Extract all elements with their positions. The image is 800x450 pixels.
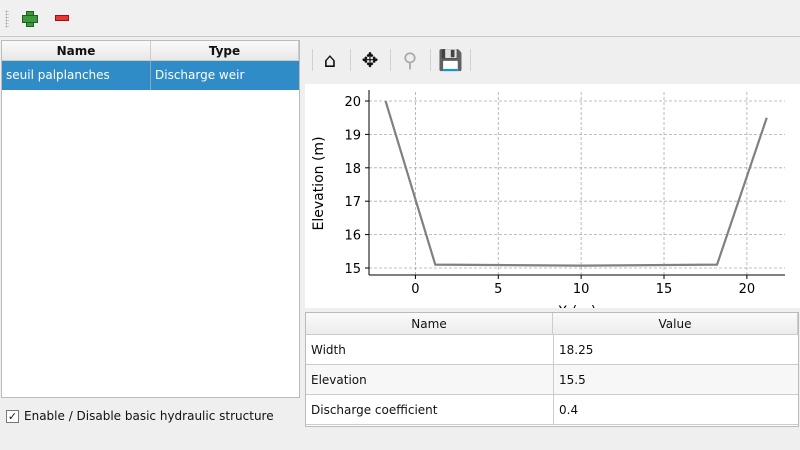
- series-line: [384, 100, 768, 267]
- y-tick-label: 17: [344, 195, 361, 210]
- structures-table: Name Type seuil palplanches Discharge we…: [1, 40, 300, 398]
- zoom-icon[interactable]: ⚲: [402, 48, 418, 72]
- home-icon[interactable]: ⌂: [323, 48, 337, 72]
- plus-icon[interactable]: [22, 11, 38, 27]
- x-axis-label: X (m): [558, 304, 597, 308]
- x-tick-label: 15: [656, 282, 673, 297]
- param-value[interactable]: 15.5: [553, 365, 586, 395]
- column-header-name[interactable]: Name: [2, 41, 151, 61]
- table-row[interactable]: seuil palplanches Discharge weir: [2, 61, 299, 90]
- pan-icon[interactable]: ✥: [361, 48, 379, 72]
- plot-toolbar: ⌂ ✥ ⚲ 💾: [305, 44, 800, 76]
- param-name: Width: [311, 343, 346, 357]
- param-value[interactable]: 18.25: [553, 335, 593, 365]
- y-tick-label: 15: [344, 262, 361, 277]
- structure-name: seuil palplanches: [2, 61, 151, 90]
- x-tick-label: 10: [573, 282, 590, 297]
- y-tick-label: 20: [344, 95, 361, 110]
- column-header-name[interactable]: Name: [306, 313, 553, 335]
- toolbar-grip[interactable]: [5, 10, 9, 28]
- enable-checkbox-label[interactable]: Enable / Disable basic hydraulic structu…: [24, 409, 274, 423]
- table-row[interactable]: Width 18.25: [306, 335, 798, 365]
- param-value[interactable]: 0.4: [553, 395, 578, 425]
- enable-checkbox[interactable]: ✓: [6, 410, 19, 423]
- column-header-type[interactable]: Type: [151, 41, 299, 61]
- column-header-value[interactable]: Value: [553, 313, 798, 335]
- elevation-plot[interactable]: 0 5 10 15 20 15 16 17 18 19 20 Elevation (m) X (m): [305, 84, 800, 320]
- y-tick-label: 18: [344, 162, 361, 177]
- table-row[interactable]: Elevation 15.5: [306, 365, 798, 395]
- chart-svg: 0 5 10 15 20 15 16 17 18 19 20 Elevation (m) X (m): [311, 90, 785, 320]
- y-axis-label: Elevation (m): [311, 136, 327, 230]
- minus-icon[interactable]: [55, 15, 69, 21]
- param-name: Elevation: [311, 373, 367, 387]
- structure-type: Discharge weir: [155, 68, 245, 82]
- y-tick-label: 16: [344, 229, 361, 244]
- y-tick-label: 19: [344, 128, 361, 143]
- table-row[interactable]: Discharge coefficient 0.4: [306, 395, 798, 425]
- x-tick-label: 5: [494, 282, 502, 297]
- param-name: Discharge coefficient: [311, 403, 438, 417]
- save-icon[interactable]: 💾: [438, 48, 463, 72]
- x-tick-label: 0: [411, 282, 419, 297]
- x-tick-label: 20: [739, 282, 756, 297]
- parameters-table: Name Value Width 18.25 Elevation 15.5 Di…: [305, 312, 799, 427]
- main-toolbar: [0, 0, 800, 37]
